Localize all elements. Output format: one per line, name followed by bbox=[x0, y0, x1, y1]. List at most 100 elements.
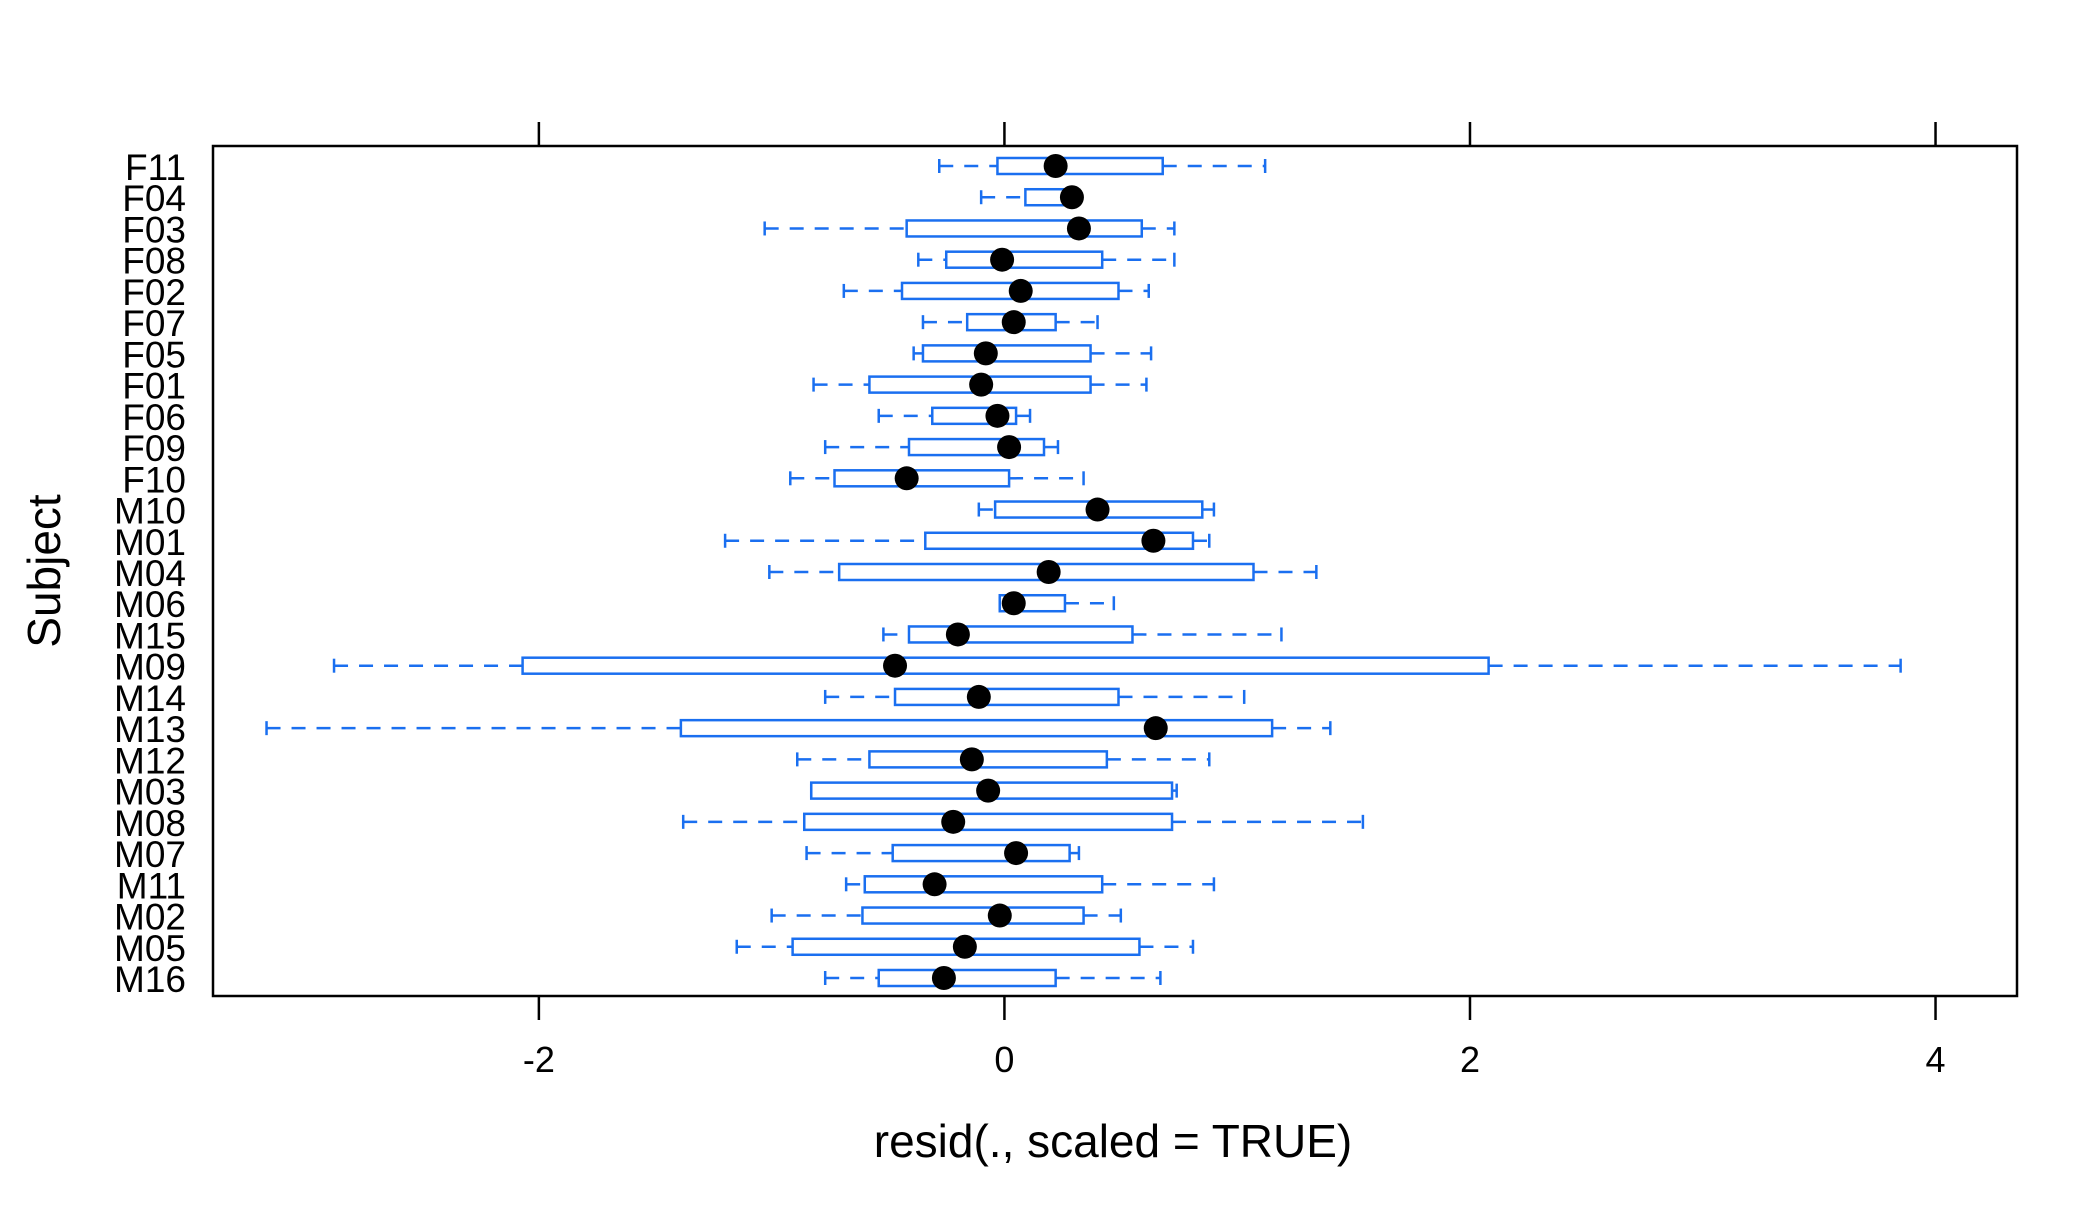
box-F08 bbox=[917, 247, 1176, 272]
median-dot bbox=[1008, 278, 1033, 303]
median-dot bbox=[985, 403, 1010, 428]
subject-label: M14 bbox=[114, 678, 186, 719]
box-F09 bbox=[823, 435, 1060, 460]
box-F03 bbox=[763, 216, 1176, 241]
box-M07 bbox=[805, 841, 1081, 866]
median-dot bbox=[969, 372, 994, 397]
median-dot bbox=[922, 872, 947, 897]
iqr-box bbox=[861, 906, 1085, 925]
box-M02 bbox=[770, 903, 1123, 928]
iqr-box bbox=[907, 437, 1046, 457]
subject-label: M04 bbox=[114, 553, 186, 594]
median-dot bbox=[952, 934, 977, 959]
subject-label: M07 bbox=[114, 834, 186, 875]
median-dot bbox=[941, 809, 966, 834]
median-dot bbox=[1004, 841, 1029, 866]
box-M10 bbox=[977, 497, 1216, 522]
box-M06 bbox=[998, 591, 1116, 616]
subject-label: F08 bbox=[122, 241, 186, 282]
iqr-box bbox=[924, 531, 1195, 551]
x-axis-top-ticks bbox=[537, 122, 1937, 146]
box-M16 bbox=[823, 966, 1162, 990]
subject-label: M03 bbox=[114, 772, 186, 813]
box-F06 bbox=[877, 403, 1032, 428]
box-F02 bbox=[842, 278, 1151, 303]
subject-label: F04 bbox=[122, 178, 186, 219]
subject-label: F03 bbox=[122, 209, 186, 250]
subject-label: M10 bbox=[114, 491, 186, 532]
iqr-box bbox=[868, 750, 1109, 769]
subject-label: M01 bbox=[114, 522, 186, 563]
subject-label: M15 bbox=[114, 615, 186, 656]
median-dot bbox=[1043, 154, 1068, 178]
box-M15 bbox=[882, 622, 1283, 647]
median-dot bbox=[997, 435, 1022, 460]
box-F07 bbox=[921, 310, 1099, 335]
subject-label: F07 bbox=[122, 303, 186, 344]
box-series bbox=[265, 154, 1902, 990]
median-dot bbox=[1141, 528, 1166, 553]
median-dot bbox=[976, 778, 1001, 803]
median-dot bbox=[966, 684, 991, 709]
subject-label: M05 bbox=[114, 928, 186, 969]
median-dot bbox=[883, 653, 908, 678]
box-F05 bbox=[912, 341, 1153, 366]
subject-label: F06 bbox=[122, 397, 186, 438]
iqr-box bbox=[907, 625, 1134, 644]
iqr-box bbox=[521, 656, 1490, 675]
iqr-box bbox=[905, 219, 1144, 238]
y-axis-tick-labels: F11F04F03F08F02F07F05F01F06F09F10M10M01M… bbox=[114, 147, 186, 1000]
subject-label: F01 bbox=[122, 366, 186, 407]
subject-label: F10 bbox=[122, 459, 186, 500]
median-dot bbox=[987, 903, 1012, 928]
subject-label: M11 bbox=[117, 865, 186, 906]
iqr-box bbox=[998, 593, 1067, 613]
iqr-box bbox=[900, 281, 1120, 301]
median-dot bbox=[1085, 497, 1110, 522]
box-M14 bbox=[823, 684, 1246, 709]
median-dot bbox=[931, 966, 956, 990]
iqr-box bbox=[833, 469, 1011, 488]
iqr-box bbox=[996, 156, 1164, 176]
subject-label: M13 bbox=[114, 709, 186, 750]
box-M05 bbox=[735, 934, 1195, 959]
iqr-box bbox=[863, 875, 1104, 894]
subject-label: M16 bbox=[114, 959, 186, 1000]
x-axis-bottom-ticks bbox=[537, 996, 1937, 1020]
x-tick-label: -2 bbox=[523, 1039, 555, 1080]
median-dot bbox=[1143, 716, 1168, 741]
median-dot bbox=[990, 247, 1015, 272]
median-dot bbox=[1066, 216, 1091, 241]
y-axis-label: Subject bbox=[18, 494, 70, 648]
box-M08 bbox=[681, 809, 1365, 834]
x-tick-label: 4 bbox=[1926, 1039, 1946, 1080]
box-F11 bbox=[938, 154, 1267, 178]
box-F10 bbox=[789, 466, 1085, 491]
median-dot bbox=[1001, 591, 1026, 616]
x-tick-label: 0 bbox=[994, 1039, 1014, 1080]
box-F01 bbox=[812, 372, 1148, 397]
median-dot bbox=[1036, 560, 1061, 584]
box-F04 bbox=[979, 185, 1084, 210]
x-axis-label: resid(., scaled = TRUE) bbox=[874, 1115, 1352, 1167]
subject-label: M12 bbox=[114, 740, 186, 781]
box-M03 bbox=[809, 778, 1178, 803]
subject-label: F09 bbox=[122, 428, 186, 469]
median-dot bbox=[945, 622, 970, 647]
median-dot bbox=[894, 466, 919, 491]
median-dot bbox=[959, 747, 984, 772]
iqr-box bbox=[921, 344, 1092, 363]
median-dot bbox=[1001, 310, 1026, 335]
plot-frame bbox=[211, 144, 2019, 998]
iqr-box bbox=[877, 968, 1057, 988]
box-M01 bbox=[723, 528, 1211, 553]
x-tick-label: 2 bbox=[1460, 1039, 1480, 1080]
iqr-box bbox=[931, 406, 1018, 426]
iqr-box bbox=[893, 687, 1120, 707]
subject-label: F11 bbox=[125, 147, 186, 188]
x-axis-tick-labels: -2 0 2 4 bbox=[523, 1039, 1946, 1080]
box-M13 bbox=[265, 716, 1332, 741]
iqr-box bbox=[944, 250, 1104, 269]
